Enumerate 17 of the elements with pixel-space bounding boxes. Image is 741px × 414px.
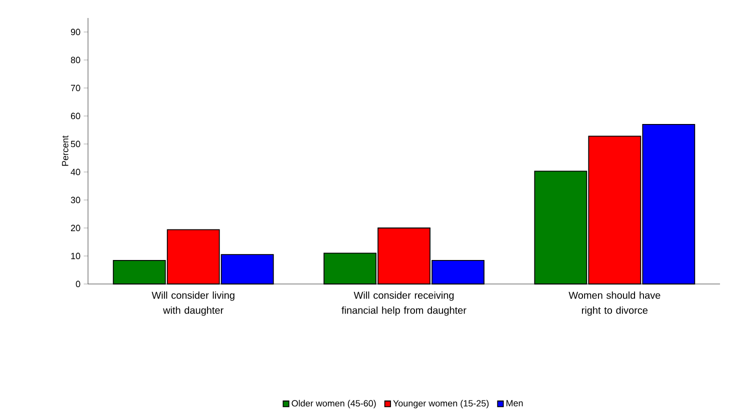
y-tick-label: 50 (70, 140, 80, 148)
y-tick-label: 10 (71, 252, 80, 260)
x-tick-label: Will consider living with daughter (152, 291, 234, 316)
x-tick-label: Women should have right to divorce (568, 291, 660, 316)
x-tick-label: Will consider receiving financial help from daughter (342, 291, 466, 316)
y-tick-label: 0 (76, 280, 80, 288)
y-tick-label: 70 (70, 84, 80, 92)
y-tick-label: 30 (70, 196, 80, 204)
y-tick-label: 20 (70, 224, 80, 232)
y-tick-label: 80 (70, 56, 80, 64)
legend-label: Older women (45-60) (292, 400, 376, 408)
legend-label: Younger women (15-25) (393, 400, 489, 408)
legend-label: Men (506, 400, 523, 406)
y-axis-title: Percent (62, 136, 68, 166)
y-tick-label: 40 (70, 168, 80, 176)
y-tick-label: 60 (70, 112, 80, 120)
y-tick-label: 90 (70, 28, 80, 36)
